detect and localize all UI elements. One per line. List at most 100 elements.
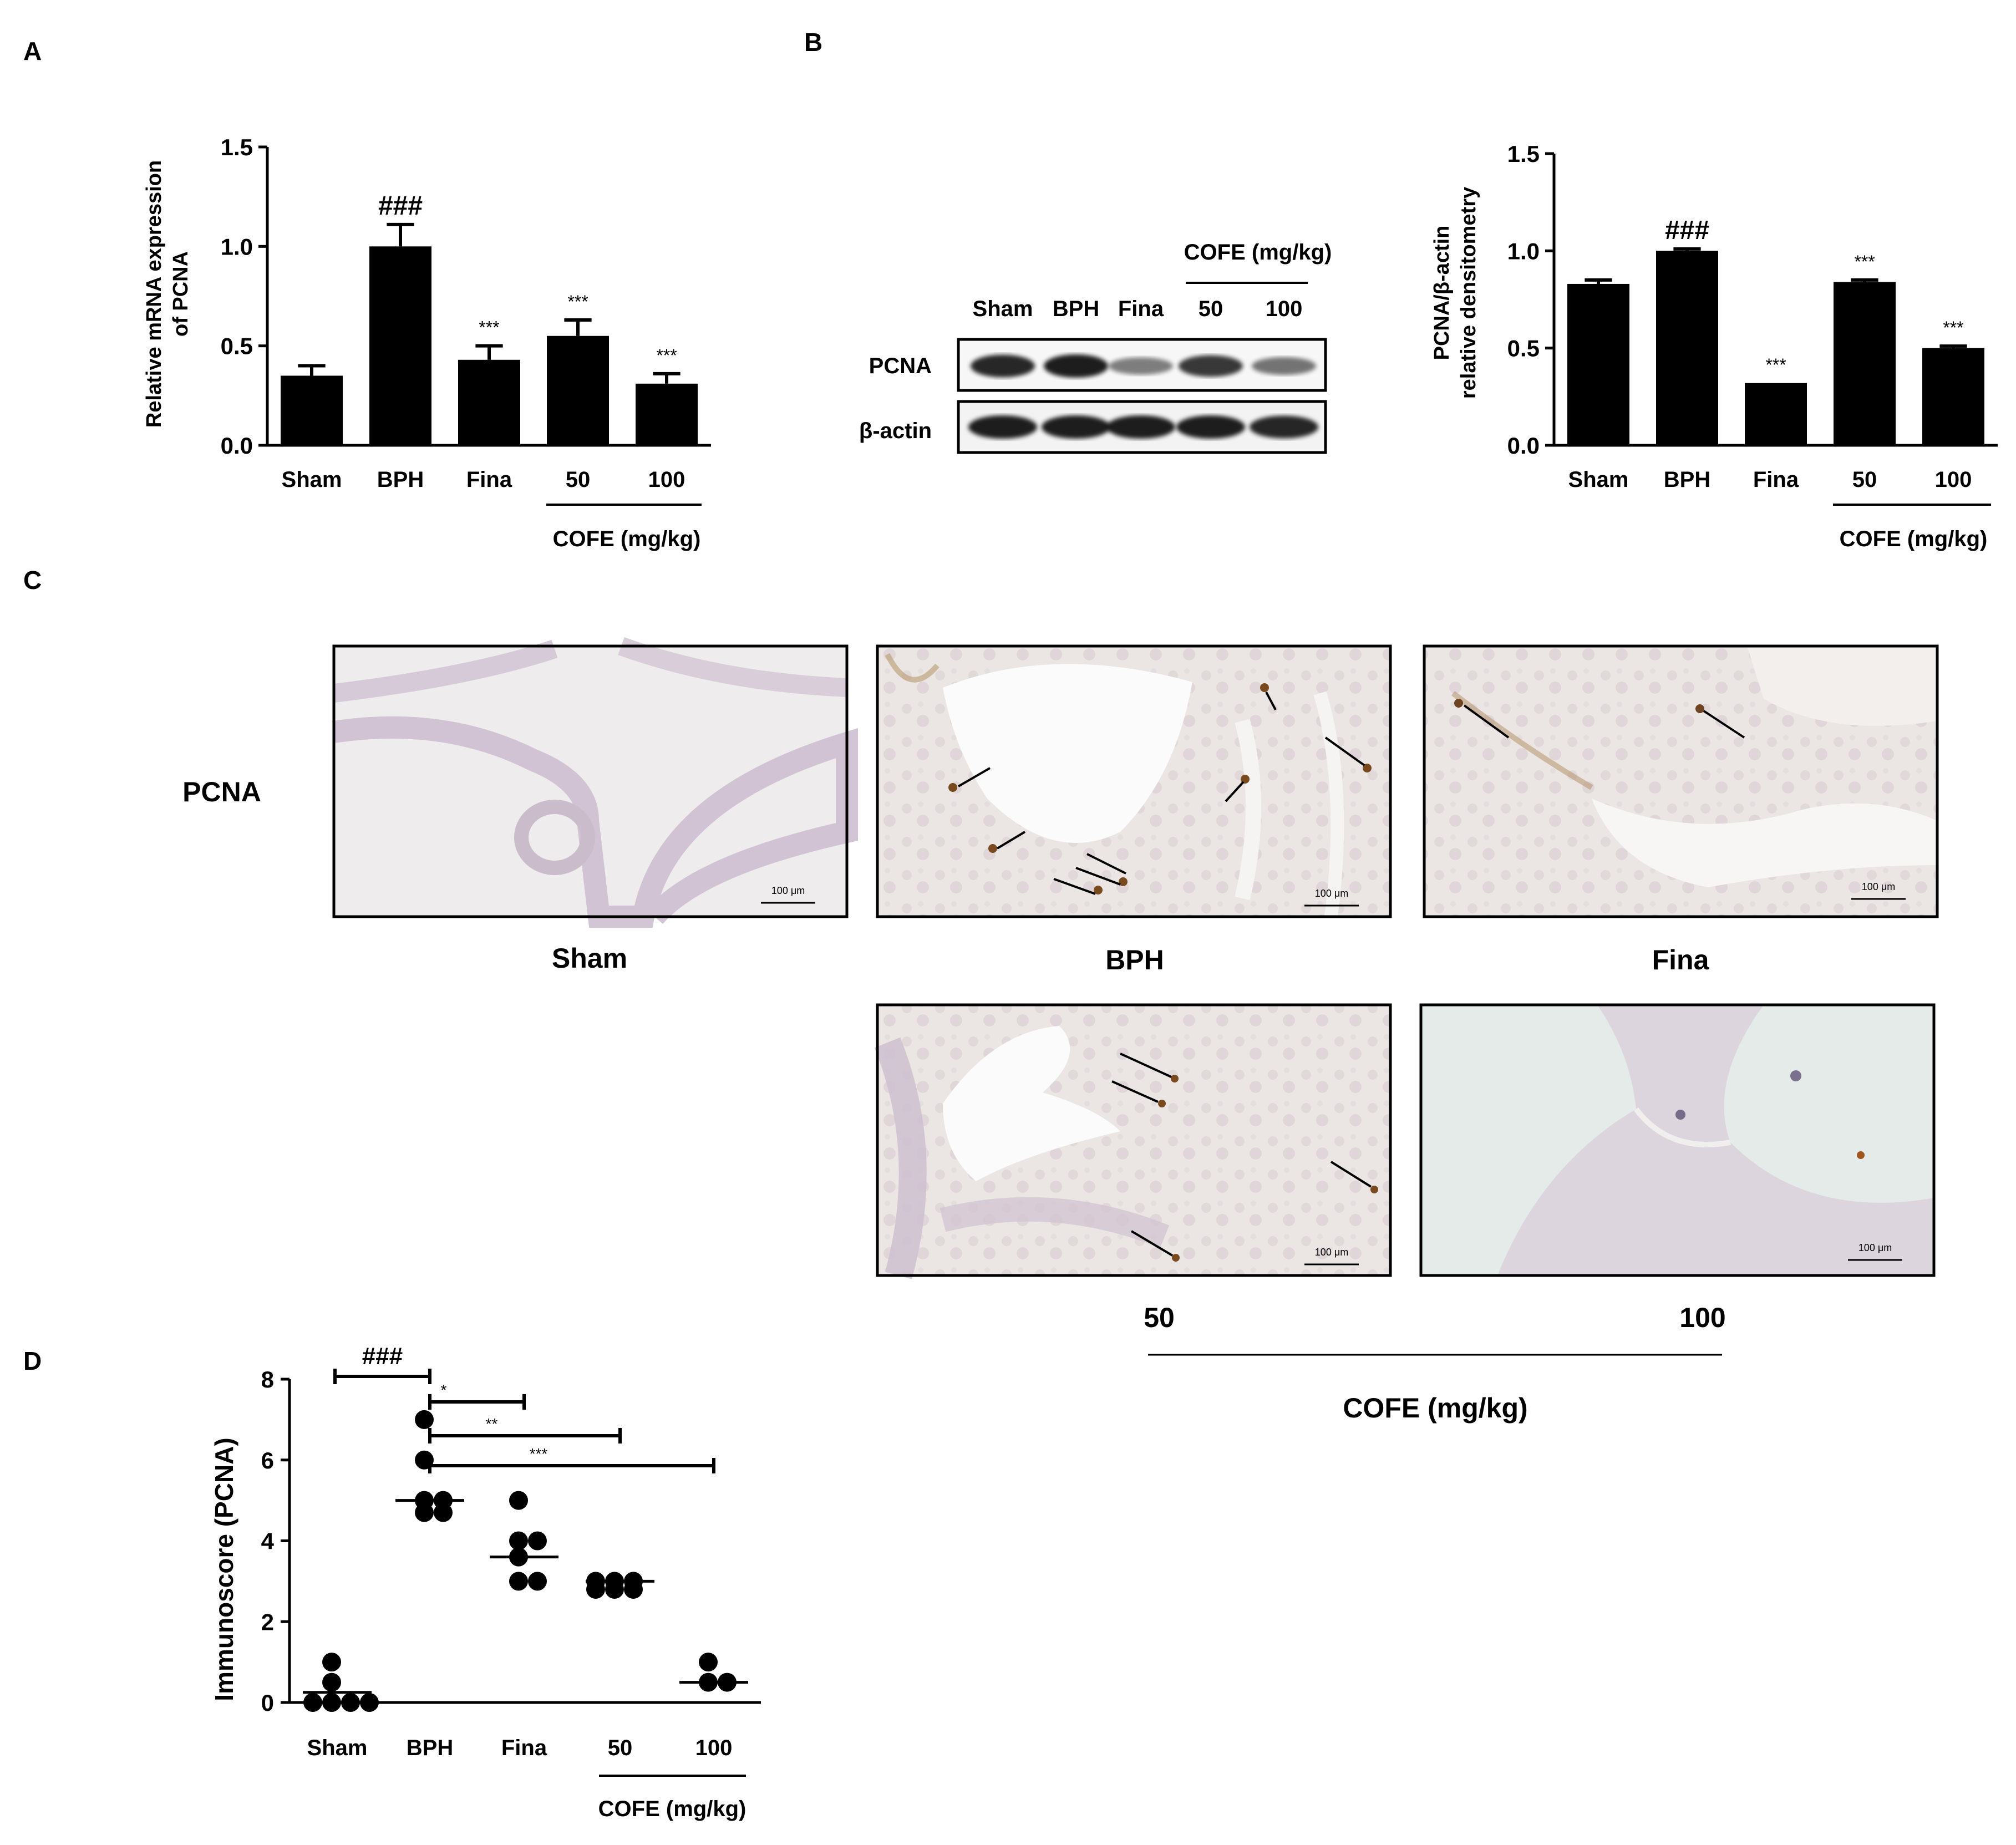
- panel-d-data-point: [528, 1572, 547, 1591]
- panel-d-data-point: [699, 1653, 718, 1672]
- panel-a-y-tick-label: 1.5: [221, 134, 253, 160]
- panel-c-row-label: PCNA: [182, 776, 261, 807]
- panel-b-significance-label: ***: [1854, 252, 1875, 272]
- panel-b-category-label: 50: [1852, 467, 1877, 492]
- panel-b-bar: [1656, 251, 1718, 445]
- panel-label-d: D: [23, 1346, 42, 1375]
- panel-a-significance-label: ***: [567, 292, 588, 312]
- panel-d-significance-label: **: [486, 1415, 498, 1432]
- panel-c-group-label: COFE (mg/kg): [1343, 1392, 1527, 1424]
- panel-b-category-label: Sham: [1568, 467, 1629, 492]
- panel-b-category-label: 100: [1935, 467, 1972, 492]
- panel-d-data-point: [360, 1693, 379, 1712]
- panel-d-significance-label: *: [441, 1381, 447, 1399]
- panel-a-category-label: Fina: [466, 467, 512, 492]
- panel-d-data-point: [605, 1579, 624, 1599]
- panel-a-ylabel-line2: of PCNA: [169, 251, 192, 337]
- panel-d-data-point: [509, 1572, 528, 1591]
- blot-lane-labels: Sham BPH Fina 50 100: [973, 297, 1303, 321]
- panel-a-significance-label: ###: [378, 191, 423, 221]
- panel-a-y-tick-label: 0.0: [221, 433, 253, 459]
- panel-b-y-tick-label: 1.5: [1507, 141, 1540, 167]
- panel-a-bar: [636, 383, 698, 445]
- panel-d-data-point: [586, 1579, 605, 1599]
- panel-d-data-point: [624, 1579, 643, 1599]
- panel-d-data-point: [322, 1673, 341, 1692]
- blot-band-actin: [1042, 415, 1110, 439]
- panel-d-data-point: [509, 1491, 528, 1510]
- panel-b-group-label: COFE (mg/kg): [1840, 527, 1988, 551]
- panel-label-a: A: [23, 37, 42, 65]
- panel-d-y-tick-label: 2: [261, 1609, 274, 1635]
- panel-d-y-tick-label: 8: [261, 1366, 274, 1392]
- panel-label-b: B: [804, 28, 822, 57]
- panel-a-category-label: 100: [648, 467, 685, 492]
- blot-row-label-actin: β-actin: [859, 419, 932, 443]
- panel-d-category-label: Sham: [307, 1736, 368, 1760]
- panel-d-significance-label: ###: [362, 1343, 403, 1370]
- micrograph-100: 100 μm: [1419, 1003, 1936, 1277]
- panel-a-category-label: 50: [566, 467, 591, 492]
- panel-a-bar: [458, 359, 520, 445]
- blot-band-pcna: [1179, 355, 1243, 377]
- panel-a-ylabel-line1: Relative mRNA expression: [143, 160, 166, 428]
- caption-50: 50: [1144, 1302, 1175, 1333]
- panel-d-y-tick-label: 4: [261, 1528, 275, 1554]
- panel-a-significance-label: ***: [656, 345, 677, 365]
- blot-band-actin: [968, 415, 1037, 439]
- blot-band-actin: [1176, 415, 1245, 439]
- caption-sham: Sham: [552, 943, 627, 974]
- blot-row-label-pcna: PCNA: [869, 354, 932, 378]
- panel-b-ylabel-line2: relative densitometry: [1457, 187, 1480, 399]
- panel-a-bar-chart: 0.0 0.5 1.0 1.5 Sham ### BPH *** Fina *** 50 *** 100: [221, 134, 711, 492]
- panel-d-data-point: [322, 1693, 341, 1712]
- blot-band-actin: [1106, 415, 1175, 439]
- panel-d-significance-label: ***: [530, 1445, 548, 1462]
- blot-lane-label: 100: [1266, 297, 1303, 321]
- panel-d-data-point: [303, 1693, 322, 1712]
- blot-band-actin: [1250, 415, 1318, 439]
- blot-lane-label: Sham: [973, 297, 1033, 321]
- blot-lane-label: 50: [1199, 297, 1223, 321]
- panel-d-ylabel: Immunoscore (PCNA): [210, 1437, 238, 1701]
- blot-bands: [968, 354, 1318, 439]
- panel-a-group-label: COFE (mg/kg): [553, 527, 701, 551]
- scale-bar-sham: 100 μm: [771, 885, 805, 896]
- blot-band-pcna: [1044, 354, 1108, 378]
- western-blot: COFE (mg/kg) Sham BPH Fina 50 100 PCNA β-act…: [859, 240, 1332, 454]
- panel-a-significance-label: ***: [479, 318, 499, 338]
- panel-d-group-label: COFE (mg/kg): [598, 1797, 747, 1821]
- panel-d-data-point: [322, 1653, 341, 1672]
- scale-bar-fina: 100 μm: [1862, 881, 1895, 892]
- panel-d-data-point: [415, 1410, 434, 1429]
- panel-d-data-point: [528, 1531, 547, 1551]
- micrograph-bph: 100 μm: [876, 644, 1392, 918]
- scale-bar-bph: 100 μm: [1315, 888, 1348, 899]
- panel-b-bar: [1834, 282, 1896, 445]
- panel-d-data-point: [434, 1503, 453, 1522]
- caption-bph: BPH: [1105, 944, 1164, 975]
- caption-fina: Fina: [1652, 944, 1710, 975]
- panel-d-category-label: 50: [608, 1736, 633, 1760]
- blot-band-pcna: [971, 354, 1035, 378]
- panel-label-c: C: [23, 566, 42, 594]
- panel-b-significance-label: ***: [1943, 318, 1963, 338]
- panel-d-y-tick-label: 6: [261, 1447, 274, 1473]
- blot-group-header: COFE (mg/kg): [1184, 240, 1332, 265]
- panel-d-y-tick-label: 0: [261, 1690, 274, 1716]
- panel-b-bar: [1745, 383, 1807, 445]
- panel-a-bar: [547, 336, 609, 445]
- panel-a-bar: [369, 246, 431, 445]
- scale-bar-50: 100 μm: [1315, 1247, 1348, 1258]
- panel-b-significance-label: ###: [1665, 216, 1709, 245]
- panel-d-category-label: Fina: [501, 1736, 547, 1760]
- panel-a-category-label: Sham: [282, 467, 342, 492]
- micrograph-sham: 100 μm: [332, 637, 858, 928]
- panel-a-y-tick-label: 1.0: [221, 233, 253, 260]
- blot-band-pcna: [1252, 357, 1316, 375]
- panel-d-data-point: [415, 1503, 434, 1522]
- panel-b-ylabel-line1: PCNA/β-actin: [1430, 226, 1454, 360]
- blot-lane-label: BPH: [1053, 297, 1099, 321]
